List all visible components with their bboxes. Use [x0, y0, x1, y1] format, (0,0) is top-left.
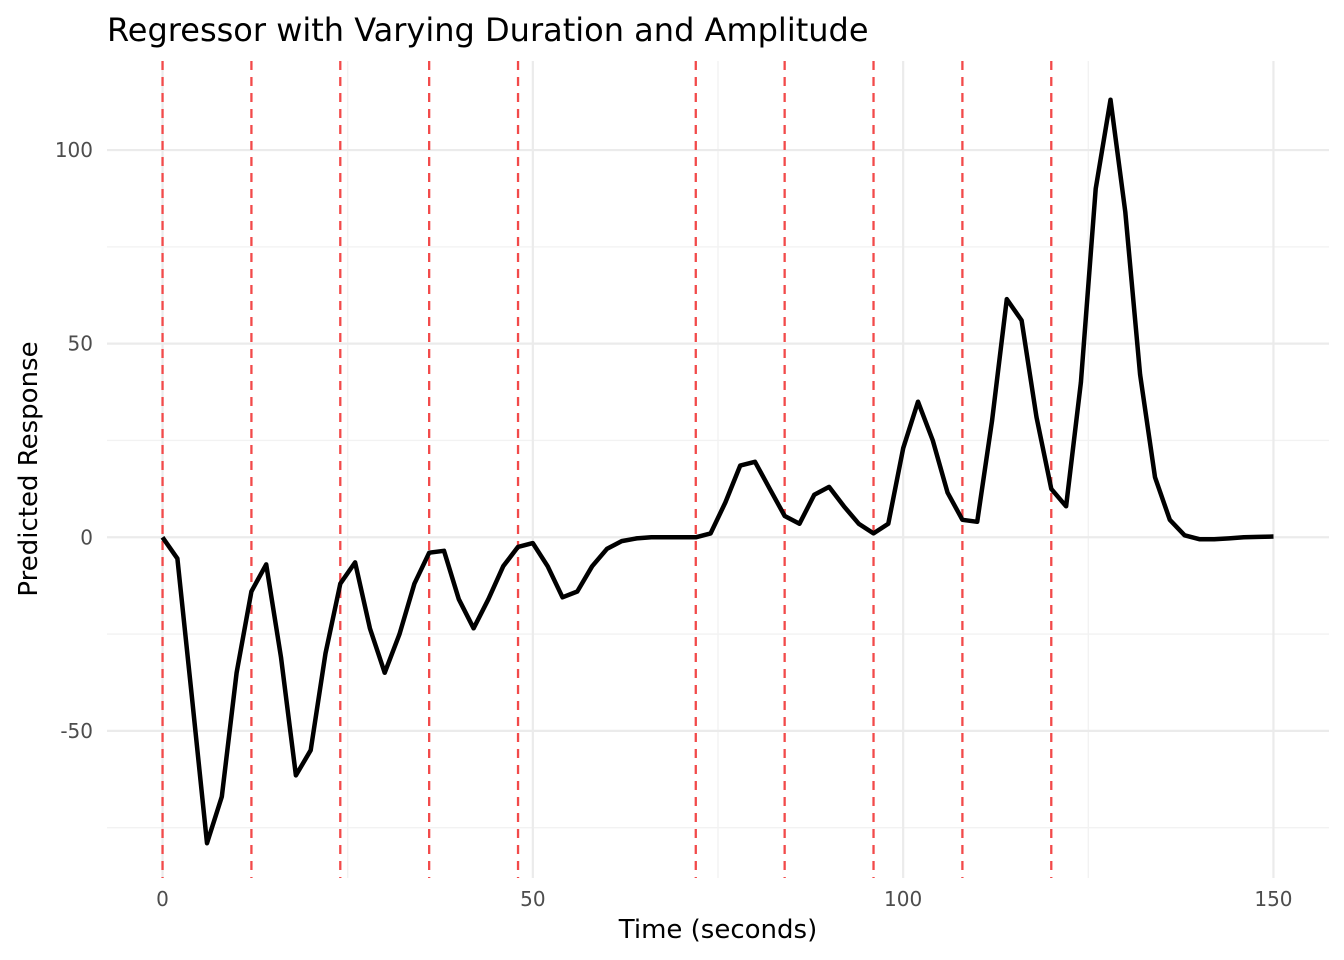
y-tick-label: -50 [60, 719, 93, 743]
x-tick-label: 0 [156, 887, 169, 911]
chart-title: Regressor with Varying Duration and Ampl… [107, 11, 869, 49]
y-tick-label: 50 [68, 332, 93, 356]
series-line [160, 97, 1274, 846]
x-tick-label: 150 [1254, 887, 1292, 911]
tick-labels: 0 50 100 150 -50 0 50 100 [55, 138, 1293, 911]
event-onset-lines [161, 61, 1053, 878]
series-layer [160, 97, 1274, 846]
x-tick-label: 50 [520, 887, 545, 911]
grid-lines [107, 61, 1329, 878]
y-tick-label: 0 [80, 525, 93, 549]
y-axis-label: Predicted Response [14, 341, 44, 596]
x-tick-label: 100 [884, 887, 922, 911]
y-tick-label: 100 [55, 138, 93, 162]
x-axis-label: Time (seconds) [618, 915, 817, 945]
